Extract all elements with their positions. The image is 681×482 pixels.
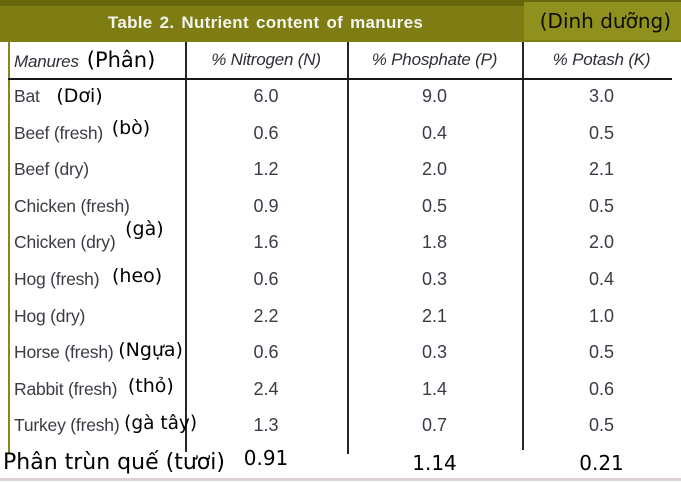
table-row-hog-dry: Hog (dry) 2.2 2.1 1.0: [8, 298, 681, 335]
manure-name: Hog (fresh): [14, 268, 100, 289]
manure-name-cell: Hog (fresh) (heo): [8, 261, 185, 298]
vietnamese-annotation: (Ngựa): [118, 339, 183, 362]
column-divider-2: [347, 42, 349, 454]
header-manures-label: Manures: [14, 52, 79, 71]
table-row-horse-fresh: Horse (fresh) (Ngựa) 0.6 0.3 0.5: [8, 334, 681, 371]
manure-name: Chicken (fresh): [14, 195, 130, 216]
nitrogen-value: 0.9: [253, 195, 279, 216]
potash-value: 0.5: [588, 122, 615, 143]
vietnamese-annotation: (bò): [111, 116, 151, 139]
header-nitrogen: % Nitrogen (N): [211, 50, 321, 69]
manure-name-cell: Bat (Dơi): [8, 78, 185, 115]
manure-name-cell: Beef (dry): [8, 151, 185, 188]
column-divider-1: [185, 42, 187, 452]
manure-name: Beef (dry): [14, 159, 89, 180]
table-title: Table 2. Nutrient content of manures: [107, 13, 424, 32]
potash-value: 0.5: [588, 195, 615, 216]
potash-value: 0.4: [588, 268, 615, 289]
nitrogen-value: 1.6: [253, 232, 279, 253]
manure-name-cell: Turkey (fresh) (gà tây): [8, 407, 197, 445]
potash-value: 2.0: [588, 232, 615, 253]
table-row-bat: Bat (Dơi) 6.0 9.0 3.0: [8, 78, 681, 115]
table-header-row: Manures (Phân) % Nitrogen (N) % Phosphate…: [8, 42, 681, 78]
potash-value: 1.0: [588, 305, 615, 326]
header-manures: Manures (Phân): [8, 42, 185, 80]
nitrogen-value: 2.2: [253, 305, 279, 326]
bottom-edge-strip: [0, 478, 681, 481]
header-potash: % Potash (K): [552, 50, 651, 69]
phosphate-value: 9.0: [421, 86, 448, 106]
phosphate-value: 0.3: [421, 342, 448, 363]
vietnamese-annotation: (gà): [125, 218, 164, 241]
header-phosphate: % Phosphate (P): [371, 50, 498, 69]
header-manures-annotation: (Phân): [86, 48, 156, 72]
manure-name-cell: Beef (fresh) (bò): [8, 115, 185, 152]
manure-name: Horse (fresh): [14, 342, 114, 363]
manure-name: Beef (fresh): [14, 122, 104, 143]
manure-name: Bat: [14, 86, 40, 106]
table-row-beef-fresh: Beef (fresh) (bò) 0.6 0.4 0.5: [8, 115, 681, 152]
table-row-beef-dry: Beef (dry) 1.2 2.0 2.1: [8, 151, 681, 188]
manure-name-cell: Rabbit (fresh) (thỏ): [8, 371, 185, 408]
phosphate-value: 0.5: [421, 195, 448, 216]
manure-name-cell: Hog (dry): [8, 298, 185, 335]
nutrient-table: Manures (Phân) % Nitrogen (N) % Phosphate…: [8, 42, 681, 444]
potash-value: 0.6: [588, 378, 615, 399]
nitrogen-value: 1.2: [253, 159, 279, 180]
manure-name-cell: Chicken (fresh): [8, 188, 185, 225]
nitrogen-value: 0.91: [243, 446, 289, 470]
potash-value: 2.1: [588, 159, 615, 180]
table-row-chicken-fresh: Chicken (fresh) 0.9 0.5 0.5: [8, 188, 681, 225]
table-row-turkey-fresh: Turkey (fresh) (gà tây) 1.3 0.7 0.5: [8, 407, 681, 444]
vietnamese-annotation: (gà tây): [124, 413, 198, 435]
title-bar-top-stripe: [0, 0, 681, 6]
table-left-border: [8, 42, 10, 454]
phosphate-value: 1.4: [421, 378, 448, 399]
potash-value: 0.21: [579, 451, 624, 475]
column-divider-3: [522, 42, 524, 450]
potash-value: 0.5: [588, 342, 615, 363]
phosphate-value: 0.7: [421, 415, 448, 436]
manure-name-cell: Chicken (dry) (gà): [8, 218, 185, 261]
manure-name: Phân trùn quế (tươi): [3, 450, 225, 475]
vietnamese-annotation: (heo): [112, 264, 163, 287]
manure-name-cell: Horse (fresh) (Ngựa): [8, 334, 185, 371]
table-row-rabbit-fresh: Rabbit (fresh) (thỏ) 2.4 1.4 0.6: [8, 371, 681, 408]
nitrogen-value: 2.4: [253, 378, 279, 399]
phosphate-value: 1.14: [412, 451, 457, 475]
nitrogen-value: 0.6: [253, 342, 279, 363]
nitrogen-value: 0.6: [253, 268, 279, 289]
header-underline: [8, 78, 672, 80]
table-title-bar: Table 2. Nutrient content of manures (Di…: [0, 0, 681, 42]
phosphate-value: 0.4: [421, 122, 448, 143]
title-vietnamese-annotation: (Dinh dưỡng): [523, 2, 681, 40]
vietnamese-annotation: (thỏ): [127, 374, 174, 397]
manure-name: Chicken (dry): [14, 232, 116, 253]
potash-value: 0.5: [588, 415, 615, 436]
table-row-chicken-dry: Chicken (dry) (gà) 1.6 1.8 2.0: [8, 218, 681, 261]
table-row-hog-fresh: Hog (fresh) (heo) 0.6 0.3 0.4: [8, 261, 681, 298]
manure-name: Rabbit (fresh): [14, 378, 118, 399]
manure-name: Hog (dry): [14, 305, 86, 326]
nitrogen-value: 6.0: [253, 86, 279, 106]
phosphate-value: 0.3: [421, 268, 448, 289]
phosphate-value: 2.0: [421, 159, 448, 180]
manure-name: Turkey (fresh): [14, 415, 120, 436]
nitrogen-value: 1.3: [253, 415, 279, 436]
phosphate-value: 1.8: [421, 232, 448, 253]
table-row-worm-castings: Phân trùn quế (tươi) 0.91 1.14 0.21: [0, 446, 681, 480]
vietnamese-annotation: (Dơi): [56, 85, 103, 107]
phosphate-value: 2.1: [421, 305, 448, 326]
potash-value: 3.0: [588, 86, 615, 106]
nitrogen-value: 0.6: [253, 122, 279, 143]
